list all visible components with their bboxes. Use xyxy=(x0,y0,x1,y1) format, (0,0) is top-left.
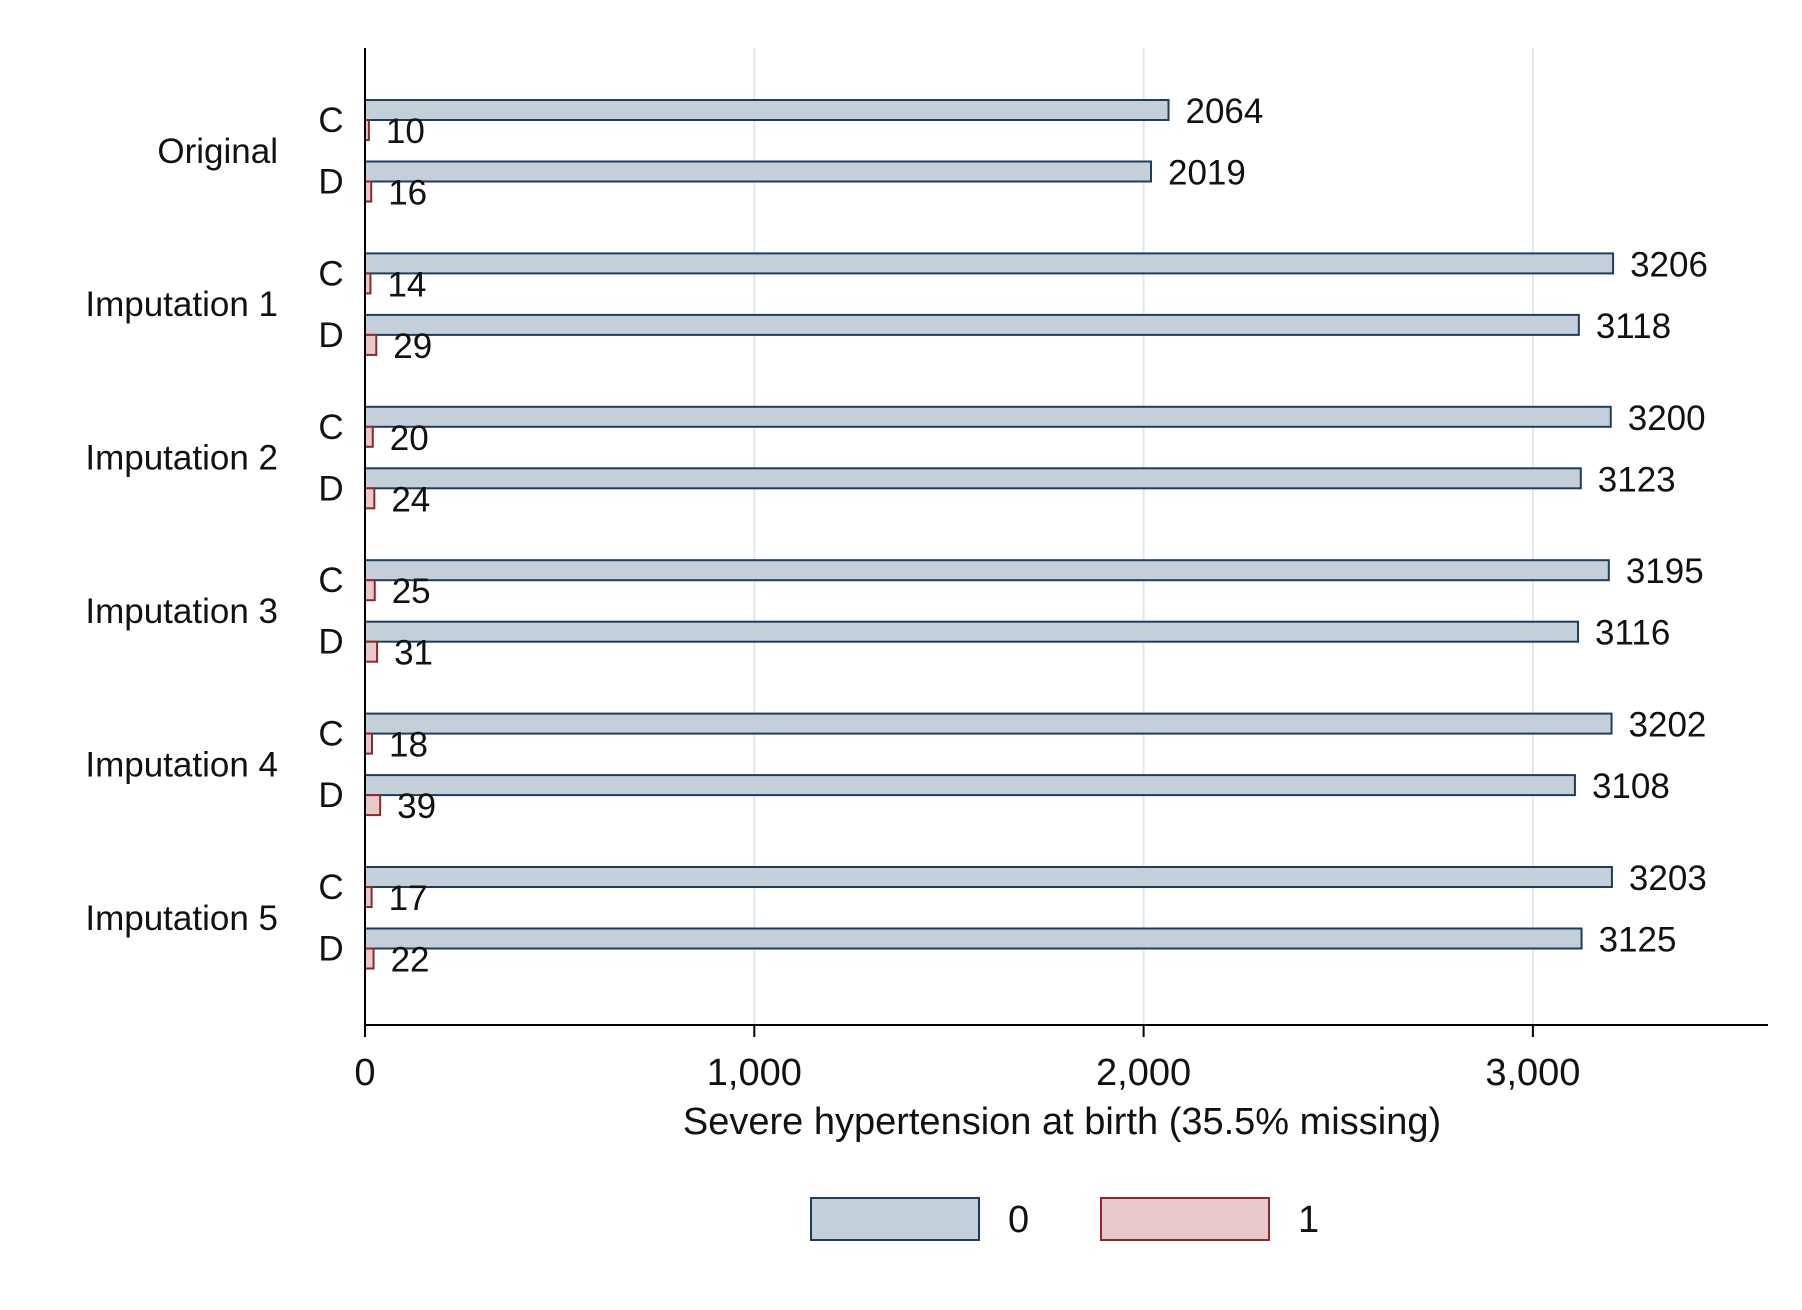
group-label: Imputation 2 xyxy=(85,439,278,478)
data-label-series-1: 39 xyxy=(397,787,436,826)
x-tick-label: 2,000 xyxy=(1096,1052,1191,1094)
data-label-series-0: 3108 xyxy=(1592,767,1670,806)
data-label-series-0: 3123 xyxy=(1598,460,1676,499)
bar-series-1 xyxy=(364,947,375,970)
x-tick-label: 1,000 xyxy=(707,1052,802,1094)
legend-swatch-series-1 xyxy=(1100,1197,1270,1241)
row-label: D xyxy=(318,163,343,202)
legend-swatch-series-0 xyxy=(810,1197,980,1241)
bar-series-0 xyxy=(364,467,1582,490)
bar-series-1 xyxy=(364,579,376,602)
x-axis-title: Severe hypertension at birth (35.5% miss… xyxy=(683,1101,1441,1143)
bar-series-0 xyxy=(364,160,1152,183)
bar-series-0 xyxy=(364,252,1615,275)
row-label: D xyxy=(318,776,343,815)
bar-series-1 xyxy=(364,425,374,448)
data-label-series-0: 3206 xyxy=(1630,245,1708,284)
data-label-series-0: 3125 xyxy=(1599,921,1677,960)
row-label: D xyxy=(318,469,343,508)
row-label: D xyxy=(318,623,343,662)
group-label: Imputation 1 xyxy=(85,285,278,324)
data-label-series-1: 31 xyxy=(394,634,433,673)
data-label-series-0: 3202 xyxy=(1629,706,1707,745)
data-label-series-1: 22 xyxy=(391,941,430,980)
data-label-series-1: 17 xyxy=(389,879,428,918)
row-label: C xyxy=(318,408,343,447)
bar-series-1 xyxy=(364,487,376,510)
data-label-series-1: 16 xyxy=(388,174,427,213)
data-label-series-0: 3116 xyxy=(1595,614,1670,653)
data-label-series-1: 29 xyxy=(393,327,432,366)
row-label: D xyxy=(318,316,343,355)
data-label-series-0: 3200 xyxy=(1628,399,1706,438)
row-label: D xyxy=(318,930,343,969)
bar-series-1 xyxy=(364,333,378,356)
data-label-series-0: 3203 xyxy=(1629,859,1707,898)
x-tick-label: 0 xyxy=(354,1052,375,1094)
bar-series-1 xyxy=(364,732,374,755)
grid-lines xyxy=(753,48,1534,1025)
bar-series-0 xyxy=(364,559,1610,582)
data-label-series-0: 2019 xyxy=(1168,154,1246,193)
row-label: C xyxy=(318,101,343,140)
data-label-series-1: 25 xyxy=(392,572,431,611)
data-label-series-0: 2064 xyxy=(1186,92,1264,131)
data-label-series-1: 18 xyxy=(389,726,428,765)
legend-label-series-0: 0 xyxy=(1008,1199,1029,1241)
row-label: C xyxy=(318,254,343,293)
row-label: C xyxy=(318,715,343,754)
bar-series-0 xyxy=(364,712,1613,735)
group-label: Original xyxy=(157,132,278,171)
legend-label-series-1: 1 xyxy=(1298,1199,1319,1241)
row-label: C xyxy=(318,561,343,600)
bar-series-0 xyxy=(364,866,1613,888)
bar-series-0 xyxy=(364,774,1576,797)
x-tick-label: 3,000 xyxy=(1485,1052,1580,1094)
data-label-series-1: 20 xyxy=(390,419,429,458)
row-label: C xyxy=(318,868,343,907)
group-label: Imputation 4 xyxy=(85,745,278,784)
bar-series-0 xyxy=(364,99,1170,121)
data-label-series-1: 14 xyxy=(387,265,426,304)
bar-series-0 xyxy=(364,620,1580,643)
bars xyxy=(364,99,1615,970)
data-label-series-1: 10 xyxy=(386,112,425,151)
bar-series-0 xyxy=(364,313,1580,336)
group-label: Imputation 3 xyxy=(85,592,278,631)
data-label-series-0: 3195 xyxy=(1626,552,1704,591)
data-label-series-0: 3118 xyxy=(1596,307,1671,346)
bar-series-0 xyxy=(364,405,1612,428)
bar-series-1 xyxy=(364,640,379,663)
data-label-series-1: 24 xyxy=(391,480,430,519)
data-labels: 2064102019163206143118293200203123243195… xyxy=(386,92,1708,980)
bar-series-1 xyxy=(364,794,382,817)
bar-series-0 xyxy=(364,927,1583,950)
group-label: Imputation 5 xyxy=(85,899,278,938)
